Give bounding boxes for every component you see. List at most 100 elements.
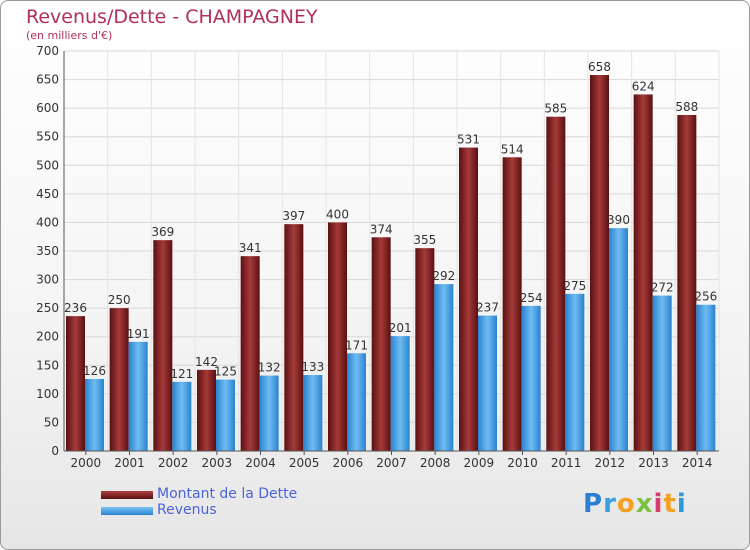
bar-revenus bbox=[85, 379, 104, 451]
data-label-dette: 658 bbox=[588, 60, 611, 74]
data-label-revenus: 201 bbox=[389, 321, 412, 335]
chart-subtitle: (en milliers d'€) bbox=[26, 29, 113, 42]
legend-swatch-dette bbox=[101, 491, 153, 499]
data-label-dette: 624 bbox=[632, 79, 655, 93]
logo-letter: x bbox=[635, 489, 654, 519]
bar-dette bbox=[197, 369, 216, 451]
legend-label-revenus: Revenus bbox=[157, 502, 217, 518]
data-label-dette: 142 bbox=[195, 355, 218, 369]
proxiti-logo: Proxiti bbox=[583, 489, 687, 519]
x-tick-label: 2001 bbox=[114, 456, 145, 470]
data-label-dette: 236 bbox=[64, 301, 87, 315]
data-label-dette: 341 bbox=[239, 241, 262, 255]
data-label-dette: 355 bbox=[413, 233, 436, 247]
y-tick-label: 500 bbox=[36, 158, 59, 172]
data-label-revenus: 132 bbox=[258, 361, 281, 375]
data-label-revenus: 133 bbox=[301, 360, 324, 374]
y-tick-label: 0 bbox=[51, 444, 59, 458]
bar-dette bbox=[590, 75, 609, 451]
y-tick-label: 400 bbox=[36, 215, 59, 229]
x-tick-label: 2003 bbox=[202, 456, 233, 470]
y-tick-label: 700 bbox=[36, 44, 59, 58]
y-tick-label: 350 bbox=[36, 244, 59, 258]
bar-dette bbox=[284, 224, 304, 451]
bar-revenus bbox=[521, 305, 541, 451]
data-label-dette: 250 bbox=[108, 293, 131, 307]
bar-dette bbox=[109, 308, 129, 451]
x-tick-label: 2000 bbox=[71, 456, 102, 470]
data-label-dette: 531 bbox=[457, 133, 480, 147]
data-label-dette: 588 bbox=[675, 100, 698, 114]
bar-revenus bbox=[216, 379, 235, 451]
x-tick-label: 2006 bbox=[333, 456, 364, 470]
x-tick-label: 2011 bbox=[551, 456, 582, 470]
data-label-revenus: 237 bbox=[476, 301, 499, 315]
data-label-revenus: 272 bbox=[651, 281, 674, 295]
bar-revenus bbox=[303, 375, 323, 451]
legend-label-dette: Montant de la Dette bbox=[157, 486, 298, 502]
bar-revenus bbox=[259, 375, 279, 451]
y-tick-label: 600 bbox=[36, 101, 59, 115]
data-label-revenus: 171 bbox=[345, 338, 368, 352]
data-label-dette: 400 bbox=[326, 207, 349, 221]
data-label-dette: 374 bbox=[370, 222, 393, 236]
bar-dette bbox=[415, 248, 435, 451]
data-label-dette: 397 bbox=[282, 209, 305, 223]
bar-revenus bbox=[347, 353, 366, 451]
data-label-revenus: 292 bbox=[432, 269, 455, 283]
data-label-dette: 514 bbox=[501, 142, 524, 156]
chart-title: Revenus/Dette - CHAMPAGNEY bbox=[26, 6, 318, 28]
data-label-revenus: 191 bbox=[127, 327, 150, 341]
y-tick-label: 100 bbox=[36, 387, 59, 401]
bar-revenus bbox=[128, 341, 148, 451]
bar-revenus bbox=[434, 284, 454, 451]
y-tick-label: 650 bbox=[36, 73, 59, 87]
x-tick-label: 2008 bbox=[420, 456, 451, 470]
data-label-dette: 585 bbox=[544, 102, 567, 116]
bar-dette bbox=[677, 115, 697, 451]
data-label-revenus: 254 bbox=[520, 291, 543, 305]
logo-letter: i bbox=[653, 489, 664, 519]
bar-revenus bbox=[390, 336, 410, 451]
bar-dette bbox=[502, 157, 522, 452]
data-label-revenus: 256 bbox=[694, 290, 717, 304]
x-tick-label: 2005 bbox=[289, 456, 320, 470]
bar-dette bbox=[328, 222, 347, 451]
x-tick-label: 2014 bbox=[682, 456, 713, 470]
y-tick-label: 50 bbox=[44, 415, 59, 429]
bar-dette bbox=[546, 116, 566, 451]
data-label-dette: 369 bbox=[151, 225, 174, 239]
bar-revenus bbox=[696, 304, 716, 451]
x-tick-label: 2012 bbox=[595, 456, 626, 470]
y-tick-label: 200 bbox=[36, 330, 59, 344]
bar-revenus bbox=[609, 228, 628, 451]
bar-dette bbox=[153, 240, 173, 451]
x-tick-label: 2004 bbox=[245, 456, 276, 470]
x-tick-label: 2007 bbox=[376, 456, 407, 470]
y-tick-label: 250 bbox=[36, 301, 59, 315]
bar-revenus bbox=[652, 295, 672, 451]
y-tick-label: 150 bbox=[36, 358, 59, 372]
x-tick-label: 2010 bbox=[507, 456, 538, 470]
data-label-revenus: 125 bbox=[214, 365, 237, 379]
y-tick-label: 450 bbox=[36, 187, 59, 201]
y-tick-label: 550 bbox=[36, 130, 59, 144]
logo-letter: t bbox=[663, 489, 677, 519]
x-tick-label: 2013 bbox=[638, 456, 669, 470]
data-label-revenus: 121 bbox=[170, 367, 193, 381]
bar-revenus bbox=[565, 293, 585, 451]
x-tick-label: 2009 bbox=[464, 456, 495, 470]
bar-dette bbox=[633, 94, 653, 451]
bar-revenus bbox=[478, 315, 497, 451]
data-label-revenus: 126 bbox=[83, 364, 106, 378]
data-label-revenus: 275 bbox=[563, 279, 586, 293]
logo-letter: P bbox=[583, 489, 604, 519]
logo-letter: r bbox=[603, 489, 617, 519]
bar-dette bbox=[240, 256, 260, 451]
bar-dette bbox=[459, 147, 478, 452]
logo-letter: i bbox=[676, 489, 687, 519]
data-label-revenus: 390 bbox=[607, 213, 630, 227]
bar-revenus bbox=[172, 381, 192, 451]
